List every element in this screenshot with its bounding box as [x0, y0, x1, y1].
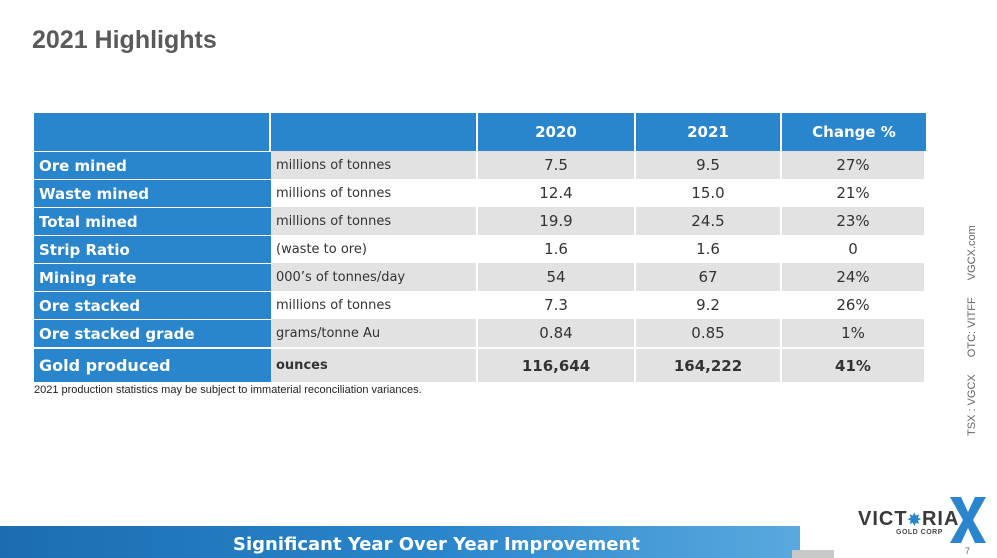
row-label: Strip Ratio [34, 235, 271, 263]
value-2020: 116,644 [478, 347, 636, 382]
row-label: Waste mined [34, 179, 271, 207]
value-2021: 9.5 [636, 151, 782, 179]
row-unit: (waste to ore) [271, 235, 478, 263]
header-label-cell [34, 113, 271, 151]
value-change: 21% [782, 179, 926, 207]
header-2020: 2020 [478, 113, 636, 151]
table-row: Total mined millions of tonnes 19.9 24.5… [34, 207, 926, 235]
highlights-table: 2020 2021 Change % Ore mined millions of… [34, 113, 926, 382]
header-2021: 2021 [636, 113, 782, 151]
value-change: 0 [782, 235, 926, 263]
row-unit: millions of tonnes [271, 291, 478, 319]
logo-x-icon [950, 497, 986, 543]
row-unit: millions of tonnes [271, 151, 478, 179]
value-change: 1% [782, 319, 926, 347]
row-unit: millions of tonnes [271, 179, 478, 207]
value-2021: 24.5 [636, 207, 782, 235]
row-unit: millions of tonnes [271, 207, 478, 235]
value-2021: 1.6 [636, 235, 782, 263]
table-row: Mining rate 000’s of tonnes/day 54 67 24… [34, 263, 926, 291]
value-change: 27% [782, 151, 926, 179]
value-2020: 19.9 [478, 207, 636, 235]
page-title: 2021 Highlights [32, 26, 217, 54]
banner-accent [792, 550, 834, 558]
value-2021: 9.2 [636, 291, 782, 319]
value-2021: 0.85 [636, 319, 782, 347]
value-2020: 54 [478, 263, 636, 291]
value-2021: 67 [636, 263, 782, 291]
value-2021: 164,222 [636, 347, 782, 382]
ticker-sidebar: TSX : VGCX OTC: VITFF VGCX.com [966, 211, 978, 436]
row-label: Ore mined [34, 151, 271, 179]
value-change: 26% [782, 291, 926, 319]
value-2020: 12.4 [478, 179, 636, 207]
row-unit: grams/tonne Au [271, 319, 478, 347]
row-label: Ore stacked grade [34, 319, 271, 347]
table-row: Ore stacked millions of tonnes 7.3 9.2 2… [34, 291, 926, 319]
header-change: Change % [782, 113, 926, 151]
value-2020: 0.84 [478, 319, 636, 347]
row-label: Total mined [34, 207, 271, 235]
value-change: 41% [782, 347, 926, 382]
value-2020: 7.3 [478, 291, 636, 319]
row-label: Gold produced [34, 347, 271, 382]
website-link[interactable]: VGCX.com [966, 225, 978, 281]
value-2021: 15.0 [636, 179, 782, 207]
footnote: 2021 production statistics may be subjec… [34, 384, 422, 396]
table-row-total: Gold produced ounces 116,644 164,222 41% [34, 347, 926, 382]
value-change: 23% [782, 207, 926, 235]
value-2020: 7.5 [478, 151, 636, 179]
table-header-row: 2020 2021 Change % [34, 113, 926, 151]
tsx-ticker: TSX : VGCX [966, 374, 978, 436]
table-row: Ore mined millions of tonnes 7.5 9.5 27% [34, 151, 926, 179]
banner-text: Significant Year Over Year Improvement [233, 534, 640, 555]
bottom-banner [0, 526, 800, 558]
table-row: Waste mined millions of tonnes 12.4 15.0… [34, 179, 926, 207]
header-unit-cell [271, 113, 478, 151]
company-logo-wordmark: VICT✸RIA [858, 508, 960, 530]
row-label: Ore stacked [34, 291, 271, 319]
otc-ticker: OTC: VITFF [966, 297, 978, 358]
value-change: 24% [782, 263, 926, 291]
row-unit: ounces [271, 347, 478, 382]
page-number: 7 [965, 546, 971, 556]
table-row: Strip Ratio (waste to ore) 1.6 1.6 0 [34, 235, 926, 263]
row-unit: 000’s of tonnes/day [271, 263, 478, 291]
row-label: Mining rate [34, 263, 271, 291]
logo-star-icon: ✸ [907, 512, 922, 529]
value-2020: 1.6 [478, 235, 636, 263]
logo-subtitle: GOLD CORP [896, 529, 943, 536]
table-row: Ore stacked grade grams/tonne Au 0.84 0.… [34, 319, 926, 347]
